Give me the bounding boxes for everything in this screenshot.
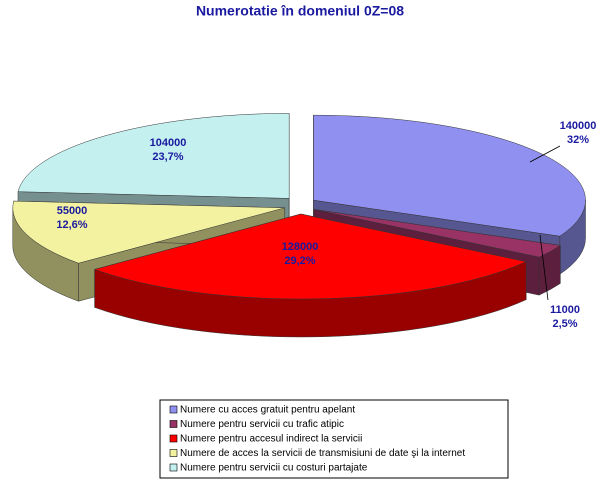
percent-label: 23,7%: [152, 151, 183, 163]
legend-swatch: [169, 420, 178, 428]
leader-line: [539, 234, 549, 301]
legend-swatch: [169, 434, 178, 443]
percent-label: 29,2%: [284, 255, 315, 267]
slice-top: [93, 213, 527, 300]
legend-label: Numere de acces la servicii de transmisi…: [180, 448, 465, 459]
legend-swatch: [169, 449, 178, 457]
value-label: 104000: [150, 137, 187, 149]
percent-label: 32%: [567, 134, 589, 146]
chart-title: Numerotatie în domeniul 0Z=08: [196, 3, 404, 19]
slice-top: [313, 209, 561, 258]
legend-label: Numere pentru servicii cu trafic atipic: [180, 419, 344, 430]
slice-top: [313, 114, 586, 237]
value-label: 128000: [282, 241, 319, 253]
legend-label: Numere cu acces gratuit pentru apelant: [180, 405, 355, 416]
percent-label: 2,5%: [552, 318, 577, 330]
percent-label: 12,6%: [56, 219, 87, 231]
legend-swatch: [169, 405, 178, 414]
slice-top: [12, 200, 285, 264]
leader-line: [529, 145, 561, 163]
value-label: 140000: [560, 120, 597, 132]
legend-label: Numere pentru accesul indirect la servic…: [180, 434, 362, 445]
value-label: 55000: [57, 205, 88, 217]
legend-label: Numere pentru servicii cu costuri partaj…: [180, 463, 368, 474]
slice-top: [17, 113, 290, 199]
value-label: 11000: [550, 304, 580, 316]
legend-box: [159, 399, 509, 479]
slice: [93, 213, 527, 338]
legend-swatch: [169, 463, 178, 472]
